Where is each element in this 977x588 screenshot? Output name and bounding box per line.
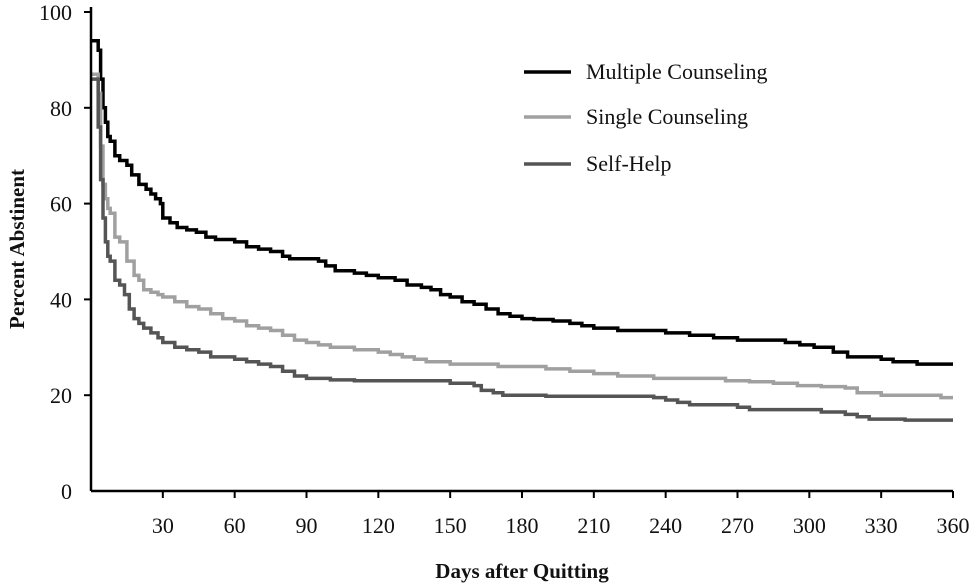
- x-ticks: 30 60 90 120 150 180 210 240 270 300 330 360: [152, 491, 970, 538]
- y-tick-label: 100: [39, 0, 72, 25]
- y-tick-label: 0: [61, 479, 72, 504]
- y-axis-title: Percent Abstinent: [5, 169, 29, 329]
- series-line-2: [91, 77, 953, 422]
- x-tick-label: 150: [434, 513, 467, 538]
- x-tick-label: 180: [506, 513, 539, 538]
- legend-label-0: Multiple Counseling: [586, 59, 768, 84]
- y-tick-label: 80: [50, 96, 72, 121]
- legend: Multiple Counseling Single Counseling Self…: [524, 59, 768, 176]
- x-tick-label: 30: [152, 513, 174, 538]
- x-tick-label: 240: [649, 513, 682, 538]
- legend-label-2: Self-Help: [586, 151, 672, 176]
- legend-label-1: Single Counseling: [586, 104, 748, 129]
- x-tick-label: 270: [721, 513, 754, 538]
- y-tick-label: 40: [50, 287, 72, 312]
- x-tick-label: 90: [296, 513, 318, 538]
- x-tick-label: 360: [937, 513, 970, 538]
- series-line-0: [91, 38, 953, 366]
- x-tick-label: 300: [793, 513, 826, 538]
- plot-lines: [91, 38, 953, 422]
- series-line-1: [91, 72, 953, 400]
- axes: [89, 7, 953, 493]
- y-tick-label: 60: [50, 192, 72, 217]
- y-tick-label: 20: [50, 383, 72, 408]
- x-tick-label: 60: [224, 513, 246, 538]
- x-tick-label: 330: [865, 513, 898, 538]
- x-tick-label: 210: [577, 513, 610, 538]
- y-ticks: 0 20 40 60 80 100: [39, 0, 91, 504]
- x-axis-title: Days after Quitting: [435, 559, 609, 583]
- x-tick-label: 120: [362, 513, 395, 538]
